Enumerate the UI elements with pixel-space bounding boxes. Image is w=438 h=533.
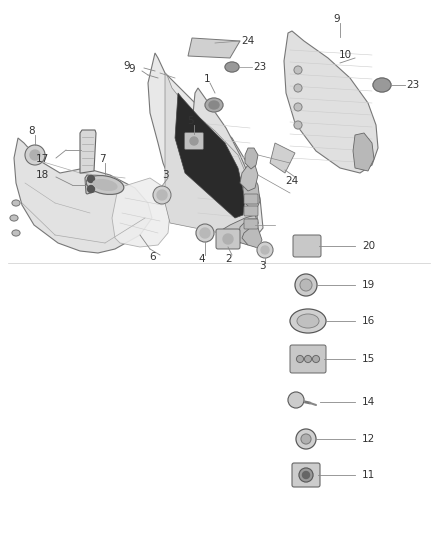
Text: 23: 23 bbox=[406, 80, 419, 90]
Circle shape bbox=[295, 274, 317, 296]
Text: 20: 20 bbox=[362, 241, 375, 251]
Circle shape bbox=[312, 356, 319, 362]
FancyBboxPatch shape bbox=[244, 219, 258, 229]
Ellipse shape bbox=[12, 200, 20, 206]
Polygon shape bbox=[218, 215, 258, 241]
Text: 9: 9 bbox=[129, 64, 135, 74]
Circle shape bbox=[299, 468, 313, 482]
FancyBboxPatch shape bbox=[216, 229, 240, 249]
Circle shape bbox=[294, 103, 302, 111]
Polygon shape bbox=[245, 148, 258, 169]
Text: 6: 6 bbox=[150, 252, 156, 262]
Text: 9: 9 bbox=[334, 14, 340, 24]
Polygon shape bbox=[353, 133, 374, 171]
Polygon shape bbox=[240, 165, 258, 191]
Polygon shape bbox=[243, 173, 260, 213]
Ellipse shape bbox=[225, 62, 239, 72]
FancyBboxPatch shape bbox=[290, 345, 326, 373]
Circle shape bbox=[200, 228, 210, 238]
Text: 5: 5 bbox=[188, 116, 194, 126]
Polygon shape bbox=[188, 38, 240, 58]
Circle shape bbox=[88, 185, 95, 192]
Polygon shape bbox=[165, 73, 255, 233]
Polygon shape bbox=[85, 175, 98, 194]
Circle shape bbox=[300, 279, 312, 291]
Circle shape bbox=[296, 429, 316, 449]
Ellipse shape bbox=[10, 215, 18, 221]
Ellipse shape bbox=[93, 180, 117, 190]
Polygon shape bbox=[270, 143, 295, 173]
Text: 24: 24 bbox=[286, 176, 299, 186]
FancyBboxPatch shape bbox=[184, 133, 204, 149]
FancyBboxPatch shape bbox=[244, 194, 258, 204]
Ellipse shape bbox=[205, 98, 223, 112]
Text: 14: 14 bbox=[362, 397, 375, 407]
Circle shape bbox=[30, 150, 40, 160]
Polygon shape bbox=[192, 88, 258, 243]
Text: 24: 24 bbox=[241, 36, 254, 46]
Circle shape bbox=[294, 84, 302, 92]
Text: 12: 12 bbox=[362, 434, 375, 444]
Ellipse shape bbox=[86, 175, 124, 195]
Polygon shape bbox=[14, 138, 152, 253]
Circle shape bbox=[304, 356, 311, 362]
Circle shape bbox=[288, 392, 304, 408]
FancyBboxPatch shape bbox=[293, 235, 321, 257]
Text: 1: 1 bbox=[204, 74, 210, 84]
Ellipse shape bbox=[373, 78, 391, 92]
Text: 8: 8 bbox=[28, 126, 35, 136]
Polygon shape bbox=[148, 53, 263, 238]
Circle shape bbox=[297, 356, 304, 362]
Text: 16: 16 bbox=[362, 316, 375, 326]
Circle shape bbox=[257, 242, 273, 258]
Ellipse shape bbox=[12, 230, 20, 236]
Text: 7: 7 bbox=[99, 154, 105, 164]
Polygon shape bbox=[80, 130, 96, 173]
Polygon shape bbox=[112, 178, 170, 247]
Polygon shape bbox=[175, 93, 245, 218]
Text: 19: 19 bbox=[362, 280, 375, 290]
Text: 17: 17 bbox=[36, 154, 49, 164]
Text: 15: 15 bbox=[362, 354, 375, 364]
Ellipse shape bbox=[297, 314, 319, 328]
Text: 23: 23 bbox=[253, 62, 266, 72]
Circle shape bbox=[190, 137, 198, 145]
Text: 11: 11 bbox=[362, 470, 375, 480]
Text: 10: 10 bbox=[339, 50, 352, 60]
Ellipse shape bbox=[290, 309, 326, 333]
Polygon shape bbox=[242, 228, 262, 248]
Text: 3: 3 bbox=[259, 261, 265, 271]
Circle shape bbox=[303, 472, 310, 479]
Circle shape bbox=[294, 121, 302, 129]
Circle shape bbox=[294, 66, 302, 74]
Polygon shape bbox=[284, 31, 378, 173]
Text: 18: 18 bbox=[36, 170, 49, 180]
Circle shape bbox=[301, 434, 311, 444]
Text: 4: 4 bbox=[199, 254, 205, 264]
Circle shape bbox=[25, 145, 45, 165]
Text: 2: 2 bbox=[226, 254, 232, 264]
Circle shape bbox=[196, 224, 214, 242]
FancyBboxPatch shape bbox=[292, 463, 320, 487]
Text: 9: 9 bbox=[124, 61, 131, 71]
FancyBboxPatch shape bbox=[244, 206, 258, 216]
Circle shape bbox=[88, 175, 95, 182]
Ellipse shape bbox=[209, 101, 219, 109]
Circle shape bbox=[157, 190, 167, 200]
Polygon shape bbox=[238, 219, 258, 245]
Circle shape bbox=[261, 246, 269, 254]
Circle shape bbox=[153, 186, 171, 204]
Text: 3: 3 bbox=[162, 170, 168, 180]
Circle shape bbox=[223, 234, 233, 244]
